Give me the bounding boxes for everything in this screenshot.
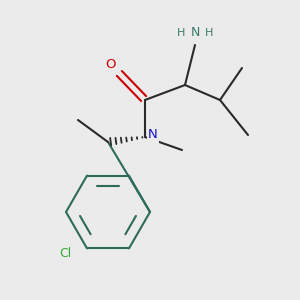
Text: N: N bbox=[148, 128, 158, 142]
Text: H: H bbox=[177, 28, 185, 38]
Text: Cl: Cl bbox=[59, 247, 71, 260]
Text: O: O bbox=[105, 58, 115, 70]
Text: H: H bbox=[205, 28, 213, 38]
Text: N: N bbox=[190, 26, 200, 40]
